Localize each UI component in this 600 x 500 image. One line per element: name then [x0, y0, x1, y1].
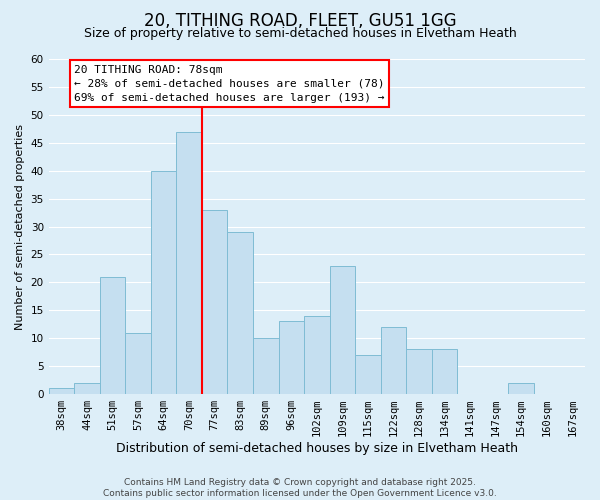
Bar [253, 338, 278, 394]
Bar [176, 132, 202, 394]
Text: Size of property relative to semi-detached houses in Elvetham Heath: Size of property relative to semi-detach… [83, 28, 517, 40]
X-axis label: Distribution of semi-detached houses by size in Elvetham Heath: Distribution of semi-detached houses by … [116, 442, 518, 455]
Text: 20, TITHING ROAD, FLEET, GU51 1GG: 20, TITHING ROAD, FLEET, GU51 1GG [143, 12, 457, 30]
Bar [151, 170, 176, 394]
Bar [100, 277, 125, 394]
Bar [508, 383, 534, 394]
Bar [125, 332, 151, 394]
Bar [380, 327, 406, 394]
Bar [329, 266, 355, 394]
Bar [202, 210, 227, 394]
Bar [406, 350, 432, 394]
Bar [304, 316, 329, 394]
Bar [278, 322, 304, 394]
Bar [355, 355, 380, 394]
Bar [49, 388, 74, 394]
Y-axis label: Number of semi-detached properties: Number of semi-detached properties [15, 124, 25, 330]
Text: 20 TITHING ROAD: 78sqm
← 28% of semi-detached houses are smaller (78)
69% of sem: 20 TITHING ROAD: 78sqm ← 28% of semi-det… [74, 64, 385, 102]
Bar [74, 383, 100, 394]
Text: Contains HM Land Registry data © Crown copyright and database right 2025.
Contai: Contains HM Land Registry data © Crown c… [103, 478, 497, 498]
Bar [432, 350, 457, 394]
Bar [227, 232, 253, 394]
